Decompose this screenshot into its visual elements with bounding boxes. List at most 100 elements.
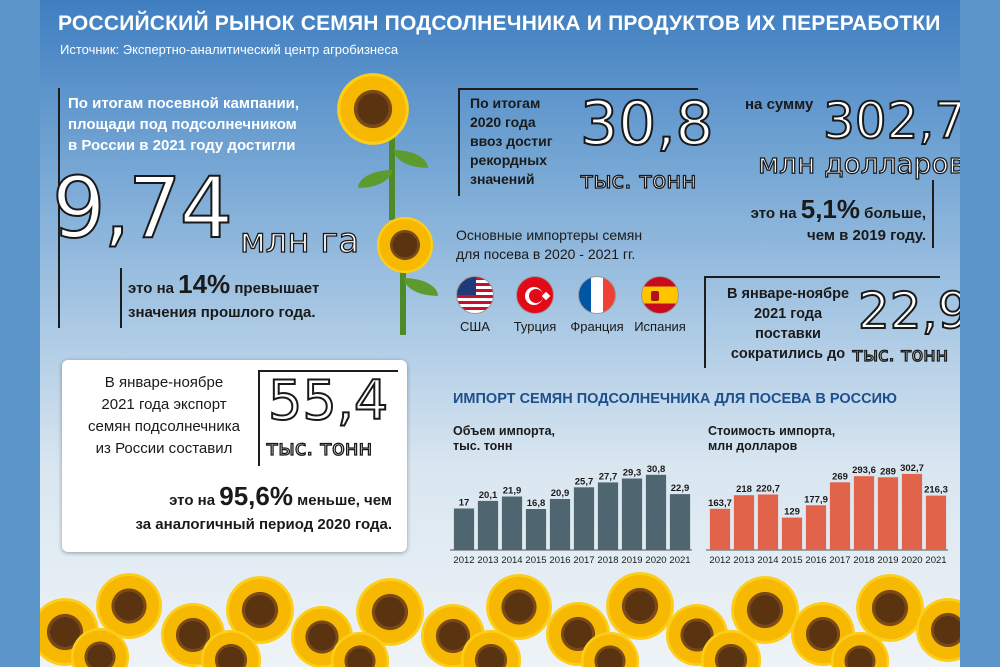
export-line: 2021 года экспорт bbox=[101, 396, 227, 413]
chart-bar bbox=[877, 477, 899, 550]
jan-nov-text: В январе-ноябре 2021 года поставки сокра… bbox=[718, 284, 858, 364]
right-margin bbox=[960, 0, 1000, 667]
importers-title: Основные импортеры семян для посева в 20… bbox=[456, 226, 642, 264]
area-note-percent: 14% bbox=[178, 269, 231, 299]
export-note-text: меньше, чем bbox=[292, 492, 392, 509]
sum-unit: млн долларов bbox=[757, 147, 960, 180]
sum-note: это на 5,1% больше, чем в 2019 году. bbox=[726, 196, 926, 247]
bar-value-label: 269 bbox=[832, 471, 848, 482]
chart-bar bbox=[501, 496, 523, 550]
sunflower-leaf bbox=[394, 150, 428, 168]
jan-nov-value: 22,9 bbox=[857, 282, 960, 340]
chart-bar bbox=[829, 482, 851, 550]
export-note-percent: 95,6% bbox=[219, 481, 293, 511]
bar-value-label: 216,3 bbox=[924, 485, 948, 496]
area-note-line: значения прошлого года. bbox=[128, 304, 316, 321]
export-line: В январе-ноябре bbox=[104, 374, 224, 391]
x-tick-label: 2013 bbox=[733, 555, 754, 566]
jan-nov-line: 2021 года bbox=[753, 306, 823, 322]
export-note-line: за аналогичный период 2020 года. bbox=[135, 516, 392, 533]
area-note-bracket bbox=[120, 268, 360, 328]
turkey-flag-crescent-cut bbox=[529, 289, 543, 303]
x-tick-label: 2017 bbox=[829, 555, 850, 566]
sunflower-icon bbox=[336, 72, 410, 146]
infographic: РОССИЙСКИЙ РЫНОК СЕМЯН ПОДСОЛНЕЧНИКА И П… bbox=[40, 0, 960, 667]
importers-title-line: для посева в 2020 - 2021 гг. bbox=[456, 246, 636, 262]
export-text: В январе-ноябре 2021 года экспорт семян … bbox=[74, 372, 254, 460]
x-tick-label: 2019 bbox=[877, 555, 898, 566]
bar-value-label: 289 bbox=[880, 466, 896, 477]
x-tick-label: 2013 bbox=[477, 555, 498, 566]
chart-bar bbox=[477, 500, 499, 550]
sum-note-percent: 5,1% bbox=[800, 194, 861, 224]
cost-chart-label: Стоимость импорта, млн долларов bbox=[708, 424, 835, 454]
area-note-text: превышает bbox=[230, 280, 320, 297]
volume-chart-label: Объем импорта, тыс. тонн bbox=[453, 424, 555, 454]
area-bracket bbox=[58, 88, 322, 328]
country-label: США bbox=[460, 319, 490, 334]
bar-value-label: 27,7 bbox=[599, 471, 618, 482]
chart-bar bbox=[733, 495, 755, 550]
bar-value-label: 302,7 bbox=[900, 463, 924, 474]
bar-value-label: 25,7 bbox=[575, 476, 594, 487]
export-line: семян подсолнечника bbox=[88, 418, 240, 435]
bar-value-label: 30,8 bbox=[647, 464, 666, 475]
chart-bar bbox=[645, 474, 667, 550]
bar-value-label: 218 bbox=[736, 484, 752, 495]
chart-bar bbox=[757, 494, 779, 550]
x-tick-label: 2012 bbox=[453, 555, 474, 566]
x-tick-label: 2018 bbox=[853, 555, 874, 566]
area-text: По итогам посевной кампании, площади под… bbox=[68, 93, 299, 156]
usa-flag-canton bbox=[457, 277, 476, 295]
turkey-flag-star bbox=[541, 291, 551, 301]
bar-value-label: 20,1 bbox=[479, 490, 498, 501]
volume-bar-chart: 17 2012 20,1 2013 21,9 2014 16,8 2015 20,9 2016 25… bbox=[450, 464, 692, 566]
x-tick-label: 2014 bbox=[757, 555, 778, 566]
bar-value-label: 177,9 bbox=[804, 494, 828, 505]
export-bracket bbox=[258, 370, 398, 466]
area-text-line: По итогам посевной кампании, bbox=[68, 95, 300, 112]
sum-note-text: это на bbox=[750, 205, 801, 222]
chart-bar bbox=[621, 478, 643, 550]
area-text-line: в России в 2021 году достигли bbox=[68, 137, 296, 154]
sunflower-icon bbox=[70, 627, 130, 667]
chart-bar bbox=[853, 476, 875, 550]
bar-value-label: 129 bbox=[784, 507, 800, 518]
x-tick-label: 2020 bbox=[645, 555, 666, 566]
bar-value-label: 17 bbox=[459, 498, 470, 509]
imports-2020-line: рекордных bbox=[470, 152, 547, 168]
chart-bar bbox=[901, 473, 923, 550]
chart-bar bbox=[781, 517, 803, 550]
area-value: 9,74 bbox=[51, 159, 234, 257]
sum-bracket bbox=[932, 180, 934, 248]
usa-flag-icon bbox=[456, 276, 494, 314]
chart-bar bbox=[709, 508, 731, 550]
imports-2020-unit: тыс. тонн bbox=[579, 168, 697, 194]
x-tick-label: 2014 bbox=[501, 555, 522, 566]
cost-bar-chart: 163,7 2012 218 2013 220,7 2014 129 2015 177,9 201… bbox=[706, 463, 948, 566]
cost-chart-label-line: млн долларов bbox=[708, 439, 798, 453]
sunflower-field bbox=[40, 567, 960, 667]
imports-2020-line: По итогам bbox=[470, 95, 541, 111]
export-line: из России составил bbox=[95, 440, 233, 457]
sunflower-leaf bbox=[404, 278, 438, 296]
sunflower-leaf bbox=[358, 170, 392, 188]
sum-value: 302,7 bbox=[822, 92, 960, 150]
volume-chart-label-line: тыс. тонн bbox=[453, 439, 513, 453]
x-tick-label: 2016 bbox=[549, 555, 570, 566]
bar-value-label: 21,9 bbox=[503, 486, 522, 497]
sum-label: на сумму bbox=[745, 96, 814, 113]
bar-value-label: 293,6 bbox=[852, 465, 876, 476]
bar-value-label: 20,9 bbox=[551, 488, 570, 499]
chart-bar bbox=[669, 494, 691, 550]
sum-note-line: чем в 2019 году. bbox=[807, 227, 926, 244]
bar-value-label: 220,7 bbox=[756, 484, 780, 495]
chart-bar bbox=[525, 509, 547, 550]
bar-value-label: 163,7 bbox=[708, 498, 732, 509]
spain-flag-emblem bbox=[651, 291, 659, 301]
area-note-text: это на bbox=[128, 280, 179, 297]
chart-bar bbox=[925, 495, 947, 550]
export-card: В январе-ноябре 2021 года экспорт семян … bbox=[62, 360, 407, 552]
imports-2020-line: ввоз достиг bbox=[470, 133, 553, 149]
volume-chart-label-line: Объем импорта, bbox=[453, 424, 556, 438]
